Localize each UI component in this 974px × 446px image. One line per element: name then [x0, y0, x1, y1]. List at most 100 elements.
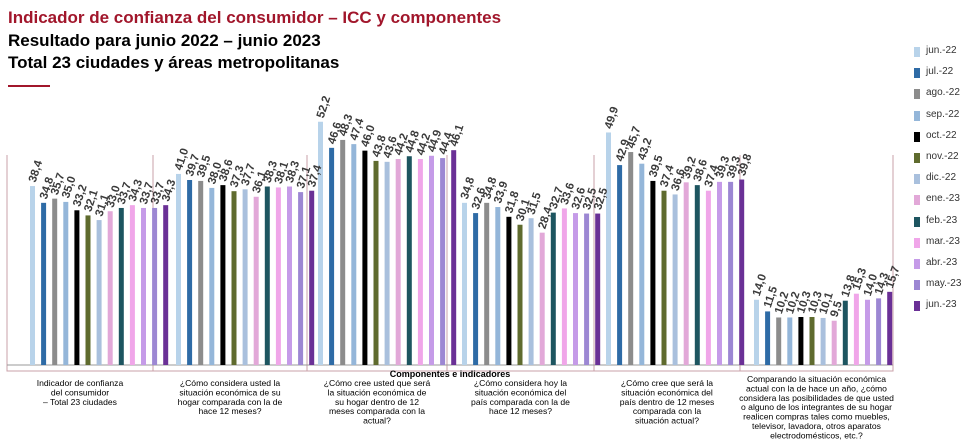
bar — [417, 159, 423, 365]
bar — [639, 163, 645, 365]
bar — [406, 156, 412, 365]
bar — [887, 291, 893, 365]
chart-subtitle-period: Resultado para junio 2022 – junio 2023 — [8, 31, 321, 50]
bar — [776, 317, 782, 365]
bar — [198, 180, 204, 365]
category-label: Indicador de confianza del consumidor – To… — [37, 378, 124, 407]
legend-label: mar.-23 — [926, 235, 960, 247]
category-bracket — [739, 155, 894, 372]
legend-swatch — [914, 174, 920, 185]
x-axis-title: Componentes e indicadores — [390, 369, 511, 379]
chart-subtitle-scope: Total 23 ciudades y áreas metropolitanas — [8, 53, 340, 72]
bar — [506, 216, 512, 365]
bar — [606, 132, 611, 365]
bar — [809, 317, 815, 365]
bar — [561, 208, 567, 365]
legend-swatch — [914, 259, 920, 269]
bar — [318, 121, 323, 365]
data-label: 9,5 — [829, 299, 846, 318]
bar — [242, 189, 248, 365]
chart-title: Indicador de confianza del consumidor – … — [8, 8, 502, 27]
data-label: 39,8 — [736, 152, 755, 178]
legend-swatch — [914, 89, 920, 100]
bar — [30, 186, 35, 365]
legend-swatch — [914, 280, 920, 291]
legend-swatch — [914, 195, 920, 206]
legend-swatch — [914, 301, 920, 312]
legend-label: jun.-22 — [926, 45, 957, 56]
data-label: 46,1 — [448, 123, 467, 149]
bar — [152, 207, 158, 365]
bar — [876, 298, 882, 365]
bar — [176, 173, 181, 365]
bar — [74, 210, 80, 365]
legend-label: ene.-23 — [926, 193, 960, 205]
bar — [595, 213, 601, 365]
bar — [573, 213, 578, 365]
bar — [853, 293, 859, 365]
data-label: 52,2 — [315, 95, 333, 120]
bar — [765, 311, 771, 365]
legend-swatch — [914, 237, 920, 248]
bar — [694, 185, 700, 365]
bar — [163, 205, 169, 365]
bar — [865, 299, 870, 365]
category-label: ¿Cómo cree que será la situación económic… — [620, 378, 715, 426]
bar — [705, 190, 711, 365]
bar — [842, 300, 848, 365]
bar — [118, 207, 124, 365]
legend-swatch — [914, 153, 920, 163]
bar — [484, 202, 490, 365]
legend-swatch — [914, 131, 920, 142]
legend-label: dic.-22 — [926, 172, 957, 184]
bar — [287, 186, 292, 365]
legend-label: nov.-22 — [926, 151, 959, 162]
legend-label: ago.-22 — [926, 87, 960, 99]
legend-swatch — [914, 47, 920, 57]
bar — [209, 187, 215, 365]
bar — [451, 150, 457, 365]
category-label: ¿Cómo considera hoy la situación económic… — [471, 378, 570, 416]
bar — [661, 190, 667, 365]
bar — [728, 181, 734, 365]
legend-swatch — [914, 216, 920, 227]
bar — [539, 232, 545, 365]
data-label: 49,9 — [603, 105, 621, 130]
bar — [528, 218, 534, 365]
bar — [395, 159, 401, 365]
bar — [754, 299, 759, 365]
legend-label: feb.-23 — [926, 214, 958, 226]
bar — [517, 224, 523, 365]
bar — [129, 205, 135, 365]
bar — [141, 207, 146, 365]
bar — [831, 320, 837, 365]
bar — [473, 213, 479, 365]
bar — [550, 212, 556, 365]
bar — [628, 152, 634, 365]
bar — [462, 202, 467, 365]
legend-label: jul.-22 — [926, 66, 954, 78]
bar — [107, 211, 113, 365]
bar — [617, 165, 623, 365]
category-label: ¿Cómo cree usted que será la situación ec… — [324, 378, 431, 426]
legend-label: jun.-23 — [926, 299, 957, 311]
legend-swatch — [914, 68, 920, 79]
bar — [429, 155, 434, 365]
bar — [351, 144, 357, 365]
bar — [717, 181, 722, 365]
bar — [787, 317, 793, 365]
bar — [220, 185, 226, 365]
bar — [672, 194, 678, 365]
bar — [362, 150, 368, 365]
bar — [275, 187, 281, 365]
bar — [231, 191, 237, 365]
bar — [96, 220, 102, 365]
bar — [820, 317, 826, 365]
bar — [440, 158, 446, 365]
bar — [85, 215, 91, 365]
bar — [384, 161, 390, 365]
bar — [340, 139, 346, 365]
bar — [373, 160, 379, 365]
data-label: 15,7 — [884, 265, 902, 290]
